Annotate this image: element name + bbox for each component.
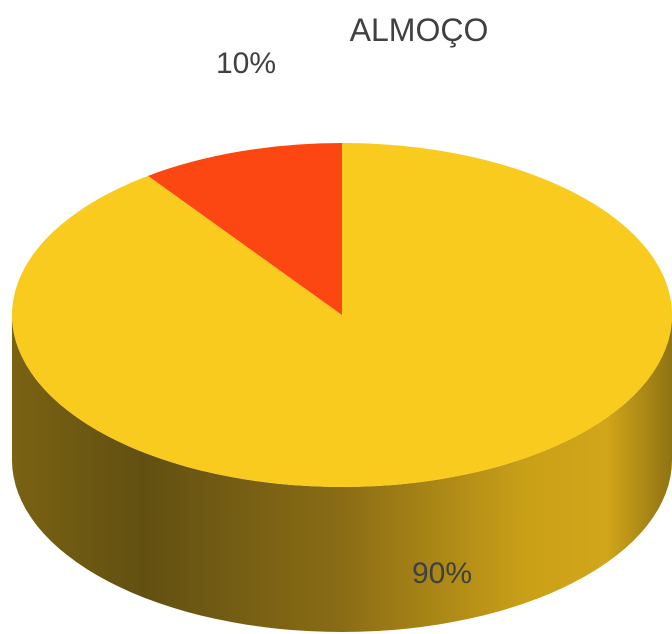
- pie-side-wall: [12, 315, 672, 632]
- pie-slice-small: [148, 143, 342, 315]
- data-label-large-slice: 90%: [412, 557, 472, 590]
- chart-title: ALMOÇO: [350, 12, 489, 48]
- data-label-small-slice: 10%: [216, 47, 276, 80]
